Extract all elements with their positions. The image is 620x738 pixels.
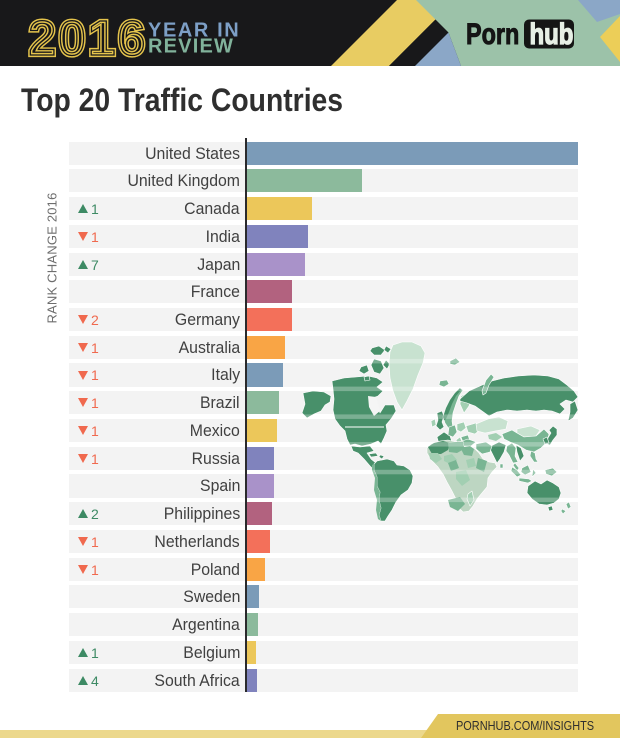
- svg-text:2016: 2016: [29, 12, 148, 66]
- svg-text:PORNHUB.COM/INSIGHTS: PORNHUB.COM/INSIGHTS: [456, 718, 594, 733]
- svg-text:2016: 2016: [29, 12, 148, 66]
- svg-text:hub: hub: [530, 16, 574, 50]
- svg-text:REVIEW: REVIEW: [148, 35, 234, 57]
- svg-text:Porn: Porn: [466, 17, 519, 50]
- svg-text:YEAR IN: YEAR IN: [148, 19, 240, 41]
